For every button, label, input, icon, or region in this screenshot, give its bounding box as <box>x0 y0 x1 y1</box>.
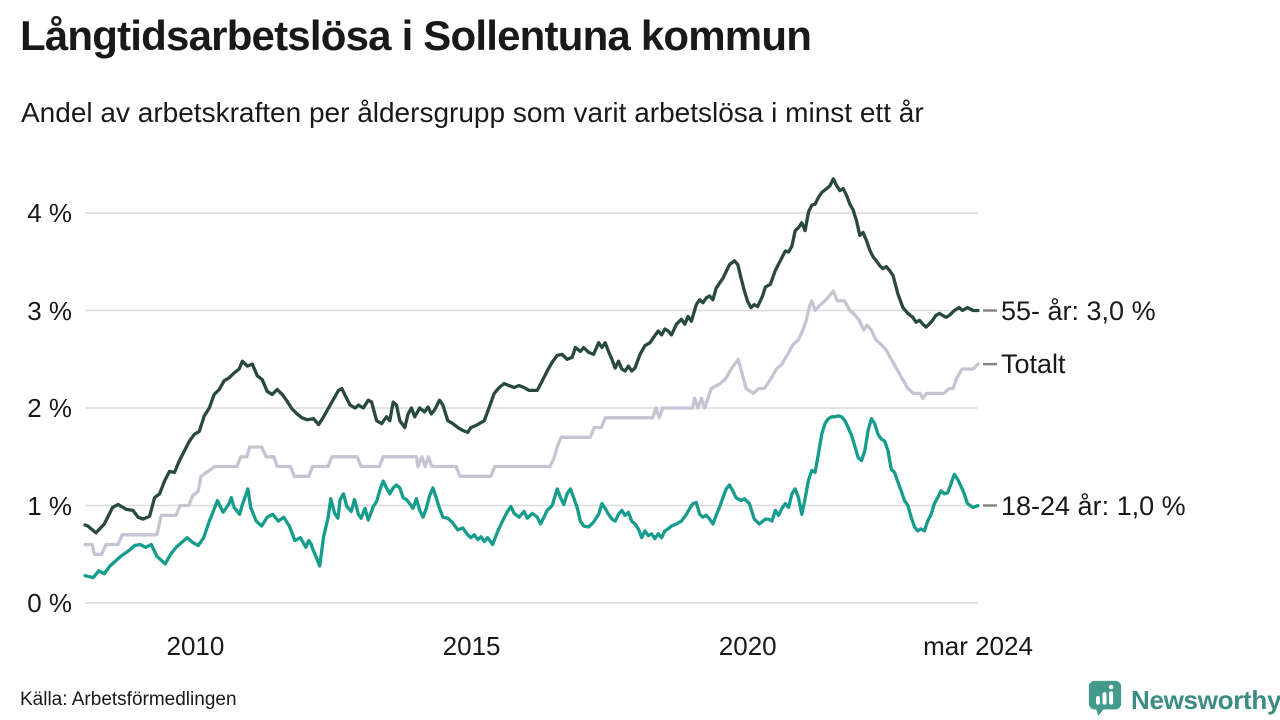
newsworthy-logo-text: Newsworthy <box>1131 684 1280 715</box>
series-label-18-24-ar: 18-24 år: 1,0 % <box>1001 490 1186 521</box>
y-axis-tick-3: 3 % <box>27 295 72 326</box>
newsworthy-logo-icon <box>1086 678 1124 720</box>
series-line-18-24 år <box>83 414 980 580</box>
page-subtitle: Andel av arbetskraften per åldersgrupp s… <box>21 97 924 128</box>
y-axis-tick-0: 0 % <box>27 588 72 618</box>
x-axis-tick-2015: 2015 <box>442 631 501 661</box>
y-axis-tick-2: 2 % <box>27 393 72 423</box>
x-axis-tick-2010: 2010 <box>166 631 225 661</box>
x-axis-tick-mar-2024: mar 2024 <box>923 631 1033 661</box>
y-axis-tick-1: 1 % <box>27 490 72 521</box>
x-axis-tick-2020: 2020 <box>718 631 777 661</box>
series-label-55-ar: 55- år: 3,0 % <box>1001 295 1156 326</box>
series-line-Totalt <box>83 289 980 556</box>
newsworthy-logo: Newsworthy <box>1086 678 1280 720</box>
y-axis-tick-4: 4 % <box>27 198 72 228</box>
series-label-totalt: Totalt <box>1001 349 1066 380</box>
series-line-55- år <box>83 177 980 535</box>
source-attribution: Källa: Arbetsförmedlingen <box>20 689 237 710</box>
page-title: Långtidsarbetslösa i Sollentuna kommun <box>20 12 812 59</box>
